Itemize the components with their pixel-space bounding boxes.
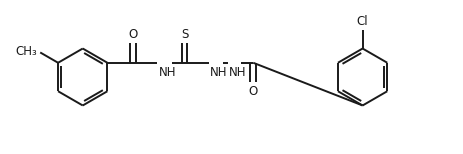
Text: NH: NH [228, 66, 246, 79]
Text: NH: NH [210, 66, 227, 79]
Text: NH: NH [158, 66, 175, 79]
Text: O: O [248, 85, 257, 98]
Text: CH₃: CH₃ [15, 45, 37, 58]
Text: Cl: Cl [356, 15, 368, 28]
Text: S: S [181, 28, 188, 41]
Text: O: O [128, 28, 137, 41]
